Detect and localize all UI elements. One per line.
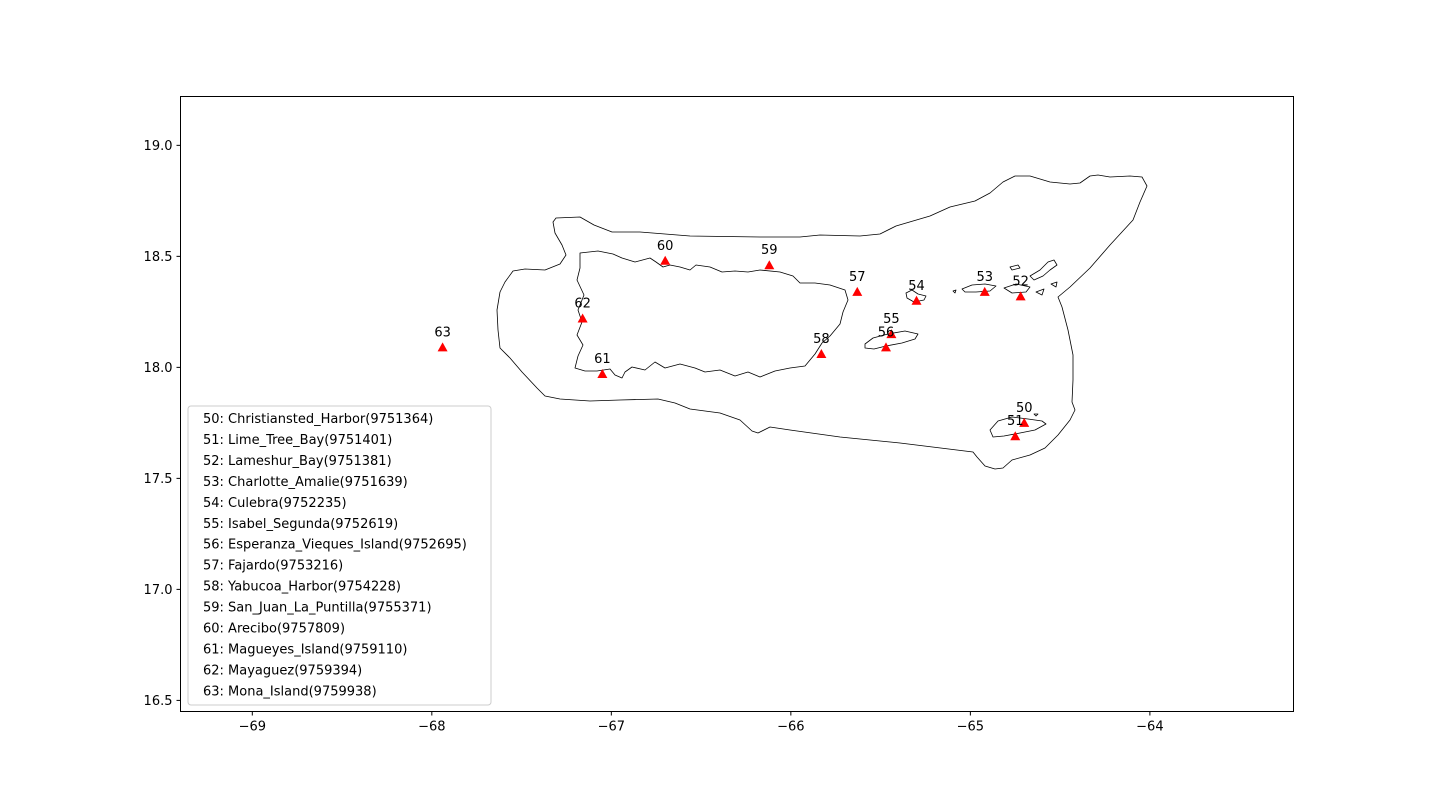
- markers-layer: [437, 255, 1030, 441]
- puerto-rico-coast: [574, 250, 849, 379]
- x-tick-label: −67: [598, 720, 625, 735]
- station-marker-57[interactable]: [852, 286, 863, 296]
- station-label-59: 59: [761, 243, 778, 258]
- station-marker-63[interactable]: [437, 342, 448, 352]
- model-domain-outline: [496, 174, 1148, 470]
- station-label-50: 50: [1016, 401, 1033, 416]
- station-marker-60[interactable]: [660, 255, 671, 265]
- legend-entry: 54: Culebra(9752235): [203, 496, 347, 511]
- legend-entry: 55: Isabel_Segunda(9752619): [203, 517, 398, 532]
- x-tick-label: −69: [239, 720, 266, 735]
- station-label-55: 55: [883, 312, 900, 327]
- st-croix-islet: [1033, 413, 1039, 417]
- station-label-54: 54: [908, 279, 925, 294]
- station-marker-52[interactable]: [1015, 291, 1026, 301]
- legend-entry: 52: Lameshur_Bay(9751381): [203, 454, 392, 469]
- vieques-coast: [864, 330, 919, 350]
- legend-entry: 53: Charlotte_Amalie(9751639): [203, 475, 408, 490]
- station-marker-51[interactable]: [1010, 431, 1021, 441]
- bvi-islet: [1050, 281, 1058, 288]
- station-label-60: 60: [657, 239, 674, 254]
- station-marker-55[interactable]: [886, 329, 897, 339]
- station-marker-54[interactable]: [911, 295, 922, 305]
- st-thomas-coast: [961, 283, 997, 293]
- bvi-islet: [1035, 288, 1045, 296]
- station-label-52: 52: [1012, 274, 1029, 289]
- tortola-coast: [1029, 259, 1058, 281]
- x-tick-label: −65: [957, 720, 984, 735]
- legend-entry: 63: Mona_Island(9759938): [203, 684, 377, 699]
- y-axis: 16.5 17.0 17.5 18.0 18.5 19.0: [144, 139, 181, 709]
- station-marker-59[interactable]: [764, 260, 775, 270]
- station-label-57: 57: [849, 270, 866, 285]
- legend-entry: 61: Magueyes_Island(9759110): [203, 642, 407, 657]
- x-axis: −69 −68 −67 −66 −65 −64: [239, 711, 1164, 735]
- y-tick-label: 16.5: [144, 694, 173, 709]
- x-tick-label: −68: [418, 720, 445, 735]
- station-label-56: 56: [878, 325, 895, 340]
- bvi-islet: [952, 289, 957, 294]
- station-marker-53[interactable]: [979, 286, 990, 296]
- coastline-layer: [496, 174, 1148, 470]
- st-croix-coast: [989, 416, 1047, 438]
- st-john-coast: [1003, 283, 1031, 294]
- station-marker-56[interactable]: [880, 342, 891, 352]
- station-label-51: 51: [1007, 414, 1024, 429]
- legend-entry: 50: Christiansted_Harbor(9751364): [203, 412, 433, 427]
- station-label-62: 62: [574, 297, 591, 312]
- station-marker-61[interactable]: [597, 369, 608, 379]
- station-label-53: 53: [976, 270, 993, 285]
- y-tick-label: 17.0: [144, 583, 173, 598]
- y-tick-label: 17.5: [144, 472, 173, 487]
- y-tick-label: 18.0: [144, 361, 173, 376]
- legend-entry: 57: Fajardo(9753216): [203, 559, 343, 574]
- bvi-islet: [1009, 264, 1021, 271]
- x-tick-label: −66: [777, 720, 804, 735]
- legend-entry: 60: Arecibo(9757809): [203, 622, 345, 637]
- y-tick-label: 18.5: [144, 250, 173, 265]
- station-marker-58[interactable]: [816, 349, 827, 359]
- legend-entry: 62: Mayaguez(9759394): [203, 663, 362, 678]
- culebra-coast: [905, 289, 927, 303]
- legend: 50: Christiansted_Harbor(9751364) 51: Lim…: [187, 405, 492, 706]
- station-label-61: 61: [594, 352, 611, 367]
- legend-box: [187, 405, 492, 706]
- legend-entries: 50: Christiansted_Harbor(9751364) 51: Lim…: [203, 412, 467, 699]
- legend-entry: 51: Lime_Tree_Bay(9751401): [203, 433, 392, 448]
- station-marker-62[interactable]: [577, 313, 588, 323]
- station-label-63: 63: [434, 325, 451, 340]
- legend-entry: 58: Yabucoa_Harbor(9754228): [203, 580, 401, 595]
- station-marker-50[interactable]: [1019, 417, 1030, 427]
- station-label-58: 58: [813, 332, 830, 347]
- x-tick-label: −64: [1136, 720, 1163, 735]
- y-tick-label: 19.0: [144, 139, 173, 154]
- legend-entry: 56: Esperanza_Vieques_Island(9752695): [203, 538, 467, 553]
- plot-frame: [180, 96, 1294, 712]
- legend-entry: 59: San_Juan_La_Puntilla(9755371): [203, 601, 432, 616]
